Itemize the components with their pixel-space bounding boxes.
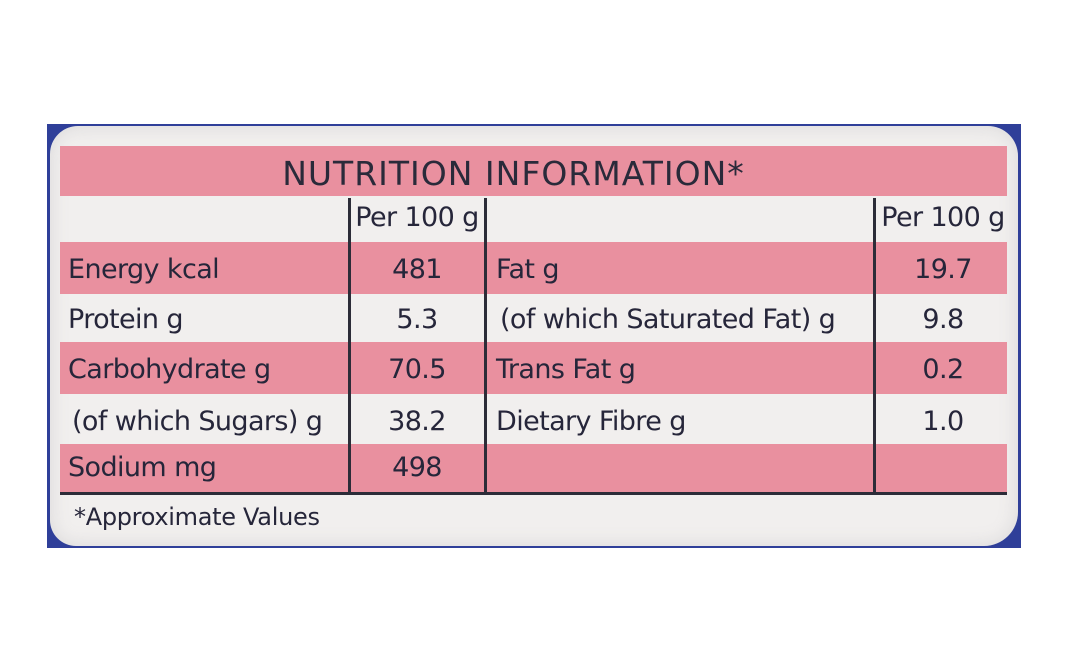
divider-line-3: [873, 198, 876, 494]
nutrient-name: (of which Sugars) g: [72, 406, 323, 437]
divider-line-1: [348, 198, 351, 494]
nutrition-title: NUTRITION INFORMATION*: [282, 153, 745, 193]
right-column-header: Per 100 g: [881, 202, 1005, 233]
nutrient-value: 1.0: [922, 406, 964, 437]
nutrient-name: Energy kcal: [68, 254, 220, 285]
row-band-1: [60, 242, 1007, 294]
nutrient-value: 481: [392, 254, 442, 285]
nutrient-value: 9.8: [922, 304, 964, 335]
nutrient-value: 5.3: [396, 304, 438, 335]
title-band: NUTRITION INFORMATION*: [60, 146, 1007, 196]
nutrient-name: Trans Fat g: [496, 354, 636, 385]
nutrient-name: Carbohydrate g: [68, 354, 271, 385]
nutrient-value: 19.7: [914, 254, 972, 285]
nutrient-value: 70.5: [388, 354, 446, 385]
nutrient-name: Sodium mg: [68, 452, 217, 483]
row-band-3: [60, 342, 1007, 394]
left-column-header: Per 100 g: [355, 202, 479, 233]
nutrient-name: (of which Saturated Fat) g: [500, 304, 836, 335]
nutrient-name: Dietary Fibre g: [496, 406, 686, 437]
nutrient-value: 38.2: [388, 406, 446, 437]
nutrient-name: Fat g: [496, 254, 560, 285]
nutrient-name: Protein g: [68, 304, 184, 335]
nutrient-value: 0.2: [922, 354, 964, 385]
nutrient-value: 498: [392, 452, 442, 483]
table-bottom-line: [60, 492, 1007, 495]
divider-line-2: [484, 198, 487, 494]
row-band-5: [60, 444, 1007, 492]
footnote: *Approximate Values: [74, 503, 320, 531]
